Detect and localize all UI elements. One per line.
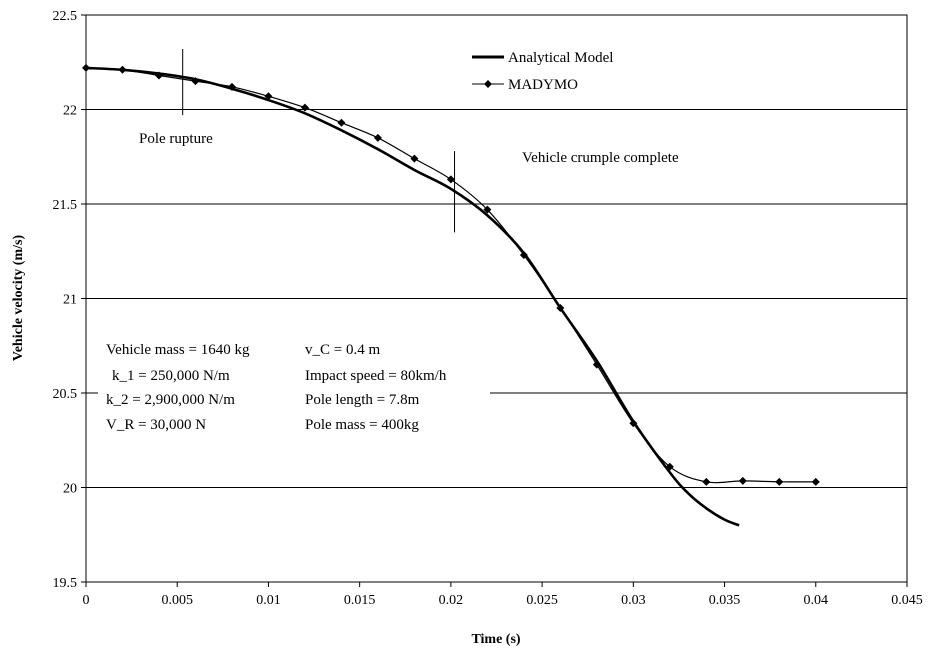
y-tick-label: 22	[63, 104, 77, 119]
x-axis-ticks: 0 0.005 0.01 0.015 0.02 0.025 0.03 0.035 0.04 0.0…	[83, 582, 923, 608]
madymo-data-point	[154, 71, 163, 80]
legend: Analytical Model MADYMO	[466, 42, 644, 98]
madymo-data-point	[811, 477, 820, 486]
y-tick-label: 20	[63, 482, 77, 497]
y-tick-label: 22.5	[53, 9, 78, 24]
x-tick-label: 0.025	[526, 593, 558, 608]
series-line-analytical-model	[85, 66, 740, 527]
annotation-pole-rupture: Pole rupture	[139, 131, 213, 147]
param-vr: V_R = 30,000 N	[106, 417, 206, 433]
annotation-crumple-background	[518, 144, 722, 168]
param-vehicle-mass: Vehicle mass = 1640 kg	[106, 342, 250, 358]
y-axis-title: Vehicle velocity (m/s)	[11, 235, 26, 362]
param-impact-speed: Impact speed = 80km/h	[305, 368, 447, 384]
x-tick-label: 0.01	[256, 593, 281, 608]
legend-background	[466, 42, 644, 98]
x-tick-label: 0.04	[804, 593, 829, 608]
madymo-data-point	[82, 63, 90, 72]
x-axis-title: Time (s)	[471, 632, 520, 647]
series-layer	[82, 63, 820, 527]
param-pole-mass: Pole mass = 400kg	[305, 417, 419, 433]
madymo-data-point	[227, 82, 236, 91]
legend-madymo-marker	[484, 80, 492, 88]
madymo-data-point	[483, 205, 492, 214]
event-markers	[182, 49, 456, 233]
x-tick-label: 0	[83, 593, 90, 608]
madymo-data-point	[264, 92, 273, 101]
madymo-data-point	[702, 477, 711, 486]
x-tick-label: 0.03	[621, 593, 646, 608]
x-tick-label: 0.005	[161, 593, 193, 608]
y-tick-label: 21.5	[53, 198, 78, 213]
x-tick-label: 0.045	[891, 593, 923, 608]
madymo-data-point	[337, 118, 346, 127]
params-background	[98, 332, 490, 438]
madymo-data-point	[629, 419, 638, 428]
param-k2: k_2 = 2,900,000 N/m	[106, 392, 235, 408]
x-tick-label: 0.035	[709, 593, 741, 608]
madymo-data-point	[446, 175, 455, 184]
madymo-data-point	[410, 154, 419, 163]
annotation-crumple-complete: Vehicle crumple complete	[522, 150, 679, 166]
x-tick-label: 0.02	[439, 593, 464, 608]
madymo-data-point	[556, 303, 565, 312]
param-pole-length: Pole length = 7.8m	[305, 392, 420, 408]
legend-madymo-label: MADYMO	[508, 77, 578, 93]
madymo-data-point	[118, 65, 127, 74]
madymo-data-point	[373, 133, 382, 142]
param-vc: v_C = 0.4 m	[305, 342, 380, 358]
madymo-data-point	[665, 462, 674, 471]
param-k1: k_1 = 250,000 N/m	[112, 368, 230, 384]
madymo-data-point	[300, 103, 309, 112]
y-tick-label: 20.5	[53, 387, 78, 402]
madymo-data-point	[191, 77, 200, 86]
x-tick-label: 0.015	[344, 593, 376, 608]
legend-analytical-label: Analytical Model	[508, 50, 613, 66]
y-axis-ticks: 19.5 20 20.5 21 21.5 22 22.5	[53, 9, 86, 591]
parameters-block: Vehicle mass = 1640 kg k_1 = 250,000 N/m…	[106, 342, 447, 433]
madymo-data-point	[738, 476, 747, 485]
y-tick-label: 19.5	[53, 576, 78, 591]
madymo-data-point	[775, 477, 784, 486]
madymo-data-point	[519, 251, 528, 260]
madymo-data-point	[592, 360, 601, 369]
y-tick-label: 21	[63, 293, 77, 308]
